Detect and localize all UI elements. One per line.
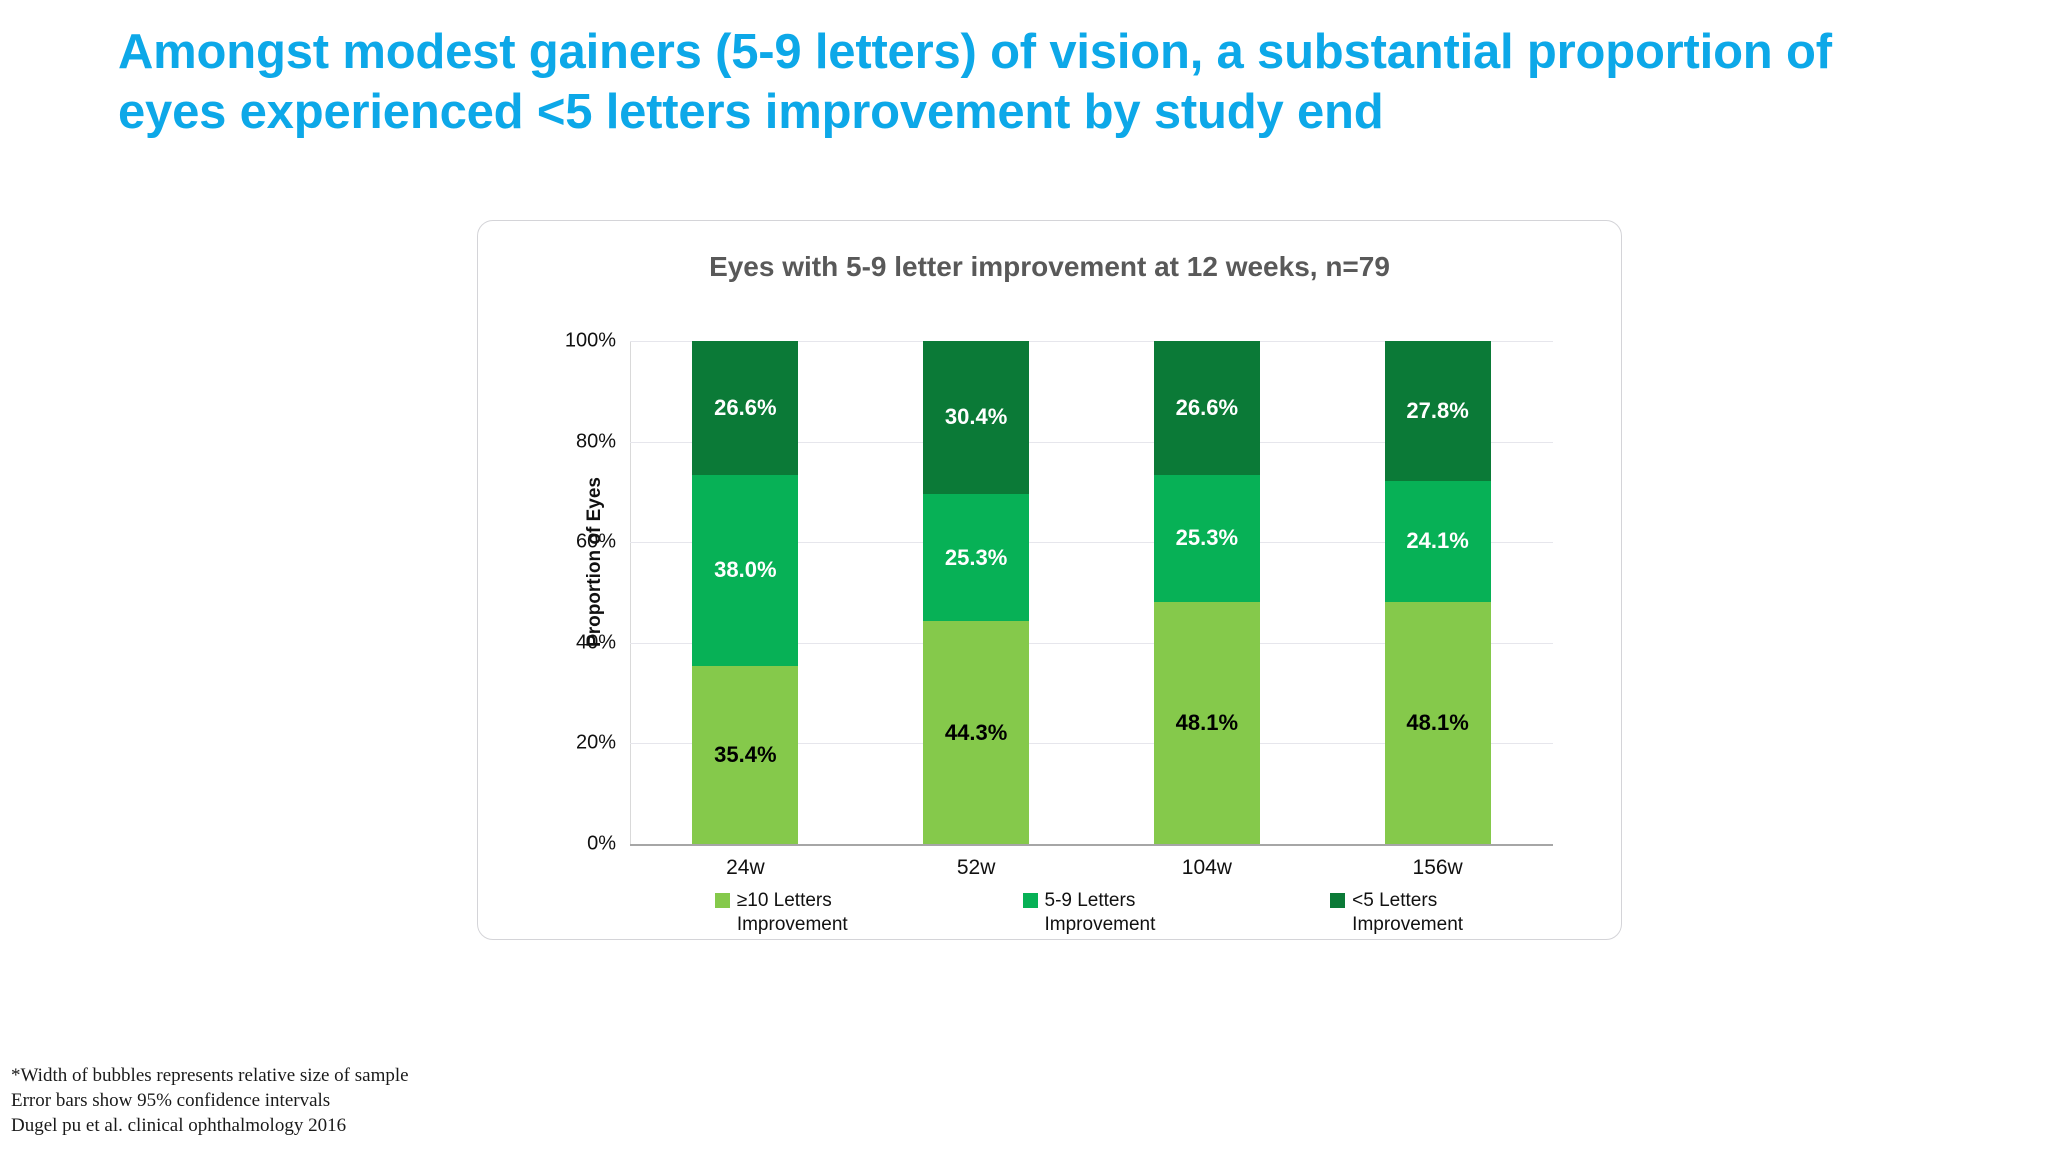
slide-title: Amongst modest gainers (5-9 letters) of …	[118, 25, 1832, 140]
bar-segment-label: 25.3%	[1175, 525, 1239, 551]
y-tick-label: 0%	[587, 832, 616, 855]
bar-segment[interactable]: 35.4%	[692, 665, 799, 844]
bar-segment-label: 44.3%	[944, 719, 1008, 745]
bar-segment[interactable]: 24.1%	[1384, 480, 1491, 603]
x-tick-label: 52w	[956, 856, 996, 879]
bar-segment[interactable]: 27.8%	[1384, 341, 1491, 481]
bar-segment[interactable]: 48.1%	[1384, 602, 1491, 844]
y-tick-label: 60%	[575, 530, 616, 553]
bar-segment-label: 48.1%	[1175, 710, 1239, 736]
bar-segment-label: 26.6%	[714, 394, 777, 420]
bar-column[interactable]: 48.1% 24.1% 27.8% 156w	[1384, 341, 1491, 879]
y-tick-label: 100%	[564, 329, 616, 352]
chart-card: Eyes with 5-9 letter improvement at 12 w…	[477, 220, 1622, 940]
gridline	[630, 341, 1553, 342]
legend-item[interactable]: 5-9 Letters Improvement	[938, 889, 1246, 938]
y-tick-label: 20%	[575, 731, 616, 754]
legend-label: <5 Letters Improvement	[1352, 890, 1464, 936]
gridline	[630, 642, 1553, 644]
chart-title: Eyes with 5-9 letter improvement at 12 w…	[709, 251, 1390, 282]
bar-segment[interactable]: 38.0%	[692, 474, 799, 666]
x-tick-label: 24w	[726, 856, 765, 879]
bar-segment[interactable]: 26.6%	[1153, 341, 1260, 475]
bar-segment-label: 24.1%	[1406, 528, 1469, 554]
gridline	[630, 542, 1553, 544]
bar-segment-label: 25.3%	[944, 544, 1008, 570]
bar-segment-label: 38.0%	[714, 557, 777, 583]
bar-segment[interactable]: 25.3%	[923, 493, 1030, 622]
bar-column[interactable]: 48.1% 25.3% 26.6% 104w	[1153, 341, 1260, 879]
bar-column[interactable]: 44.3% 25.3% 30.4% 52w	[923, 341, 1030, 879]
bar-segment-label: 27.8%	[1406, 397, 1469, 423]
y-axis-line	[630, 341, 631, 844]
legend-item[interactable]: ≥10 Letters Improvement	[630, 889, 938, 938]
legend-swatch-icon	[1330, 893, 1346, 908]
bar-segment[interactable]: 44.3%	[923, 621, 1030, 844]
bar-segment[interactable]: 25.3%	[1153, 474, 1260, 603]
legend-label: 5-9 Letters Improvement	[1044, 890, 1156, 936]
bar-segment-label: 26.6%	[1175, 394, 1239, 420]
bar-column[interactable]: 35.4% 38.0% 26.6% 24w	[692, 341, 799, 879]
plot-area: 0% 20% 40% 60% 80% 100% 35.4% 38.0% 26.6% 24w 44.3…	[565, 330, 1553, 879]
bar-segment[interactable]: 26.6%	[692, 341, 799, 475]
footnote-line-2: Error bars show 95% confidence intervals	[11, 1089, 331, 1111]
bar-segment-label: 48.1%	[1406, 710, 1469, 736]
bar-segment-label: 35.4%	[714, 741, 777, 767]
bar-segment-label: 30.4%	[944, 404, 1008, 430]
legend-swatch-icon	[714, 893, 730, 908]
x-tick-label: 156w	[1412, 856, 1463, 879]
bar-segment[interactable]: 30.4%	[923, 341, 1030, 494]
chart-legend: ≥10 Letters Improvement 5-9 Letters Impro…	[630, 889, 1553, 938]
footnote-line-1: *Width of bubbles represents relative si…	[11, 1064, 409, 1086]
footnotes: *Width of bubbles represents relative si…	[11, 1063, 409, 1138]
legend-label: ≥10 Letters Improvement	[736, 890, 848, 936]
bar-segment[interactable]: 48.1%	[1153, 602, 1260, 844]
footnote-line-3: Dugel pu et al. clinical ophthalmology 2…	[11, 1114, 347, 1136]
y-tick-label: 80%	[575, 430, 616, 453]
gridline	[630, 743, 1553, 745]
gridline	[630, 441, 1553, 443]
y-tick-label: 40%	[575, 631, 616, 654]
legend-item[interactable]: <5 Letters Improvement	[1245, 889, 1553, 938]
legend-swatch-icon	[1022, 893, 1038, 908]
x-tick-label: 104w	[1181, 856, 1232, 879]
gridline	[630, 844, 1553, 846]
